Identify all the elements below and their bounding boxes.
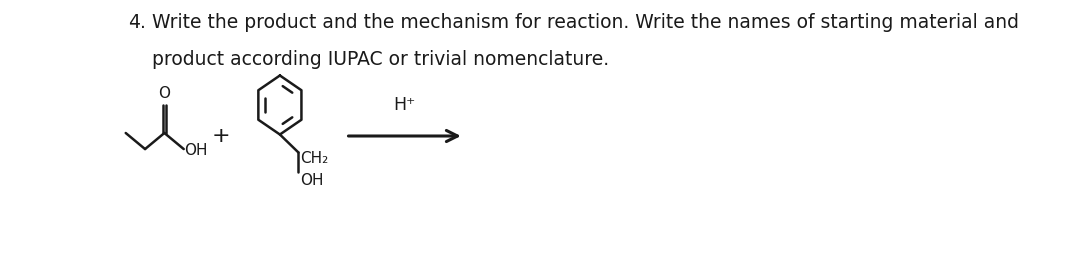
Text: Write the product and the mechanism for reaction. Write the names of starting ma: Write the product and the mechanism for … bbox=[152, 13, 1018, 32]
Text: CH₂: CH₂ bbox=[300, 151, 328, 166]
Text: product according IUPAC or trivial nomenclature.: product according IUPAC or trivial nomen… bbox=[152, 50, 609, 69]
Text: 4.: 4. bbox=[129, 13, 146, 32]
Text: H⁺: H⁺ bbox=[393, 96, 416, 114]
Text: OH: OH bbox=[300, 174, 324, 189]
Text: O: O bbox=[159, 86, 171, 101]
Text: +: + bbox=[212, 126, 230, 146]
Text: OH: OH bbox=[185, 143, 208, 158]
